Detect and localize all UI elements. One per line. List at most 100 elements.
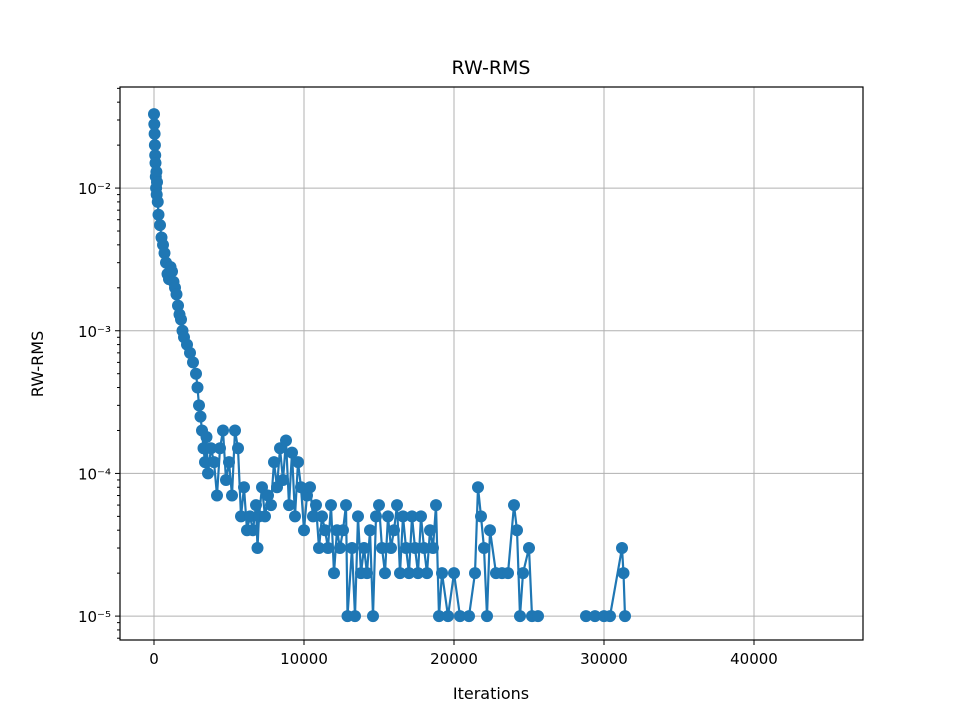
x-tick-label: 40000 <box>730 650 778 668</box>
data-point <box>289 510 302 523</box>
data-point <box>579 610 592 623</box>
y-axis-label: RW-RMS <box>28 331 47 398</box>
data-point <box>199 456 212 469</box>
data-point <box>478 542 491 555</box>
data-point <box>194 410 207 423</box>
data-point <box>152 208 165 221</box>
data-point <box>448 567 461 580</box>
data-point <box>229 424 242 437</box>
x-tick-label: 10000 <box>280 650 328 668</box>
data-point <box>235 510 248 523</box>
data-point <box>349 610 362 623</box>
data-point <box>277 473 290 486</box>
data-point <box>205 442 218 455</box>
data-point <box>223 456 236 469</box>
data-point <box>307 510 320 523</box>
data-point <box>256 481 269 494</box>
data-point <box>298 524 311 537</box>
data-point <box>617 567 630 580</box>
data-point <box>148 139 161 152</box>
data-point <box>202 467 215 480</box>
data-point <box>367 610 380 623</box>
data-point <box>150 165 163 178</box>
data-point <box>283 499 296 512</box>
data-point <box>251 542 264 555</box>
data-point <box>151 176 164 189</box>
data-point <box>316 510 329 523</box>
data-point <box>385 542 398 555</box>
data-point <box>211 489 224 502</box>
data-point <box>340 499 353 512</box>
data-point <box>151 195 164 208</box>
data-point <box>220 473 233 486</box>
data-point <box>295 481 308 494</box>
data-line <box>152 114 627 618</box>
data-point <box>510 524 523 537</box>
data-point <box>322 542 335 555</box>
data-point <box>158 247 171 260</box>
data-point <box>265 499 278 512</box>
data-point <box>148 127 161 140</box>
data-point <box>406 510 419 523</box>
data-point <box>187 356 200 369</box>
data-point <box>226 489 239 502</box>
data-point <box>370 510 383 523</box>
data-point <box>149 156 162 169</box>
data-point <box>400 542 413 555</box>
data-point <box>325 499 338 512</box>
data-point <box>618 610 631 623</box>
data-point <box>421 567 434 580</box>
data-point <box>319 524 332 537</box>
plot-group <box>148 108 631 623</box>
data-point <box>286 446 299 459</box>
data-point <box>184 346 197 359</box>
data-point <box>513 610 526 623</box>
data-point <box>484 524 497 537</box>
y-tick-label: 10⁻³ <box>78 323 111 341</box>
data-point <box>397 510 410 523</box>
data-point <box>148 108 161 121</box>
data-point <box>388 524 401 537</box>
data-point <box>250 499 263 512</box>
data-point <box>334 542 347 555</box>
data-point <box>232 442 245 455</box>
data-point <box>394 567 407 580</box>
data-point <box>280 434 293 447</box>
data-point <box>403 567 416 580</box>
x-tick-label: 20000 <box>430 650 478 668</box>
data-point <box>200 431 213 444</box>
data-point <box>501 567 514 580</box>
data-point <box>175 313 188 326</box>
data-point <box>262 489 275 502</box>
data-point <box>415 510 428 523</box>
data-point <box>191 381 204 394</box>
data-point <box>172 299 185 312</box>
data-point <box>418 542 431 555</box>
data-point <box>516 567 529 580</box>
data-point <box>430 499 443 512</box>
data-point <box>463 610 476 623</box>
data-point <box>475 510 488 523</box>
data-point <box>310 499 323 512</box>
data-point <box>507 499 520 512</box>
data-point <box>436 567 449 580</box>
data-point <box>268 456 281 469</box>
data-point <box>391 499 404 512</box>
y-tick-label: 10⁻⁴ <box>78 465 111 483</box>
data-point <box>382 510 395 523</box>
data-point <box>358 542 371 555</box>
data-point <box>208 456 221 469</box>
x-axis-label: Iterations <box>453 684 529 703</box>
data-point <box>214 442 227 455</box>
data-point <box>238 481 251 494</box>
data-point <box>373 499 386 512</box>
data-point <box>352 510 365 523</box>
data-point <box>193 399 206 412</box>
data-point <box>424 524 437 537</box>
data-point <box>379 567 392 580</box>
data-point <box>328 567 341 580</box>
x-tick-label: 30000 <box>580 650 628 668</box>
data-point <box>313 542 326 555</box>
plot-frame <box>119 86 864 641</box>
data-point <box>170 288 183 301</box>
